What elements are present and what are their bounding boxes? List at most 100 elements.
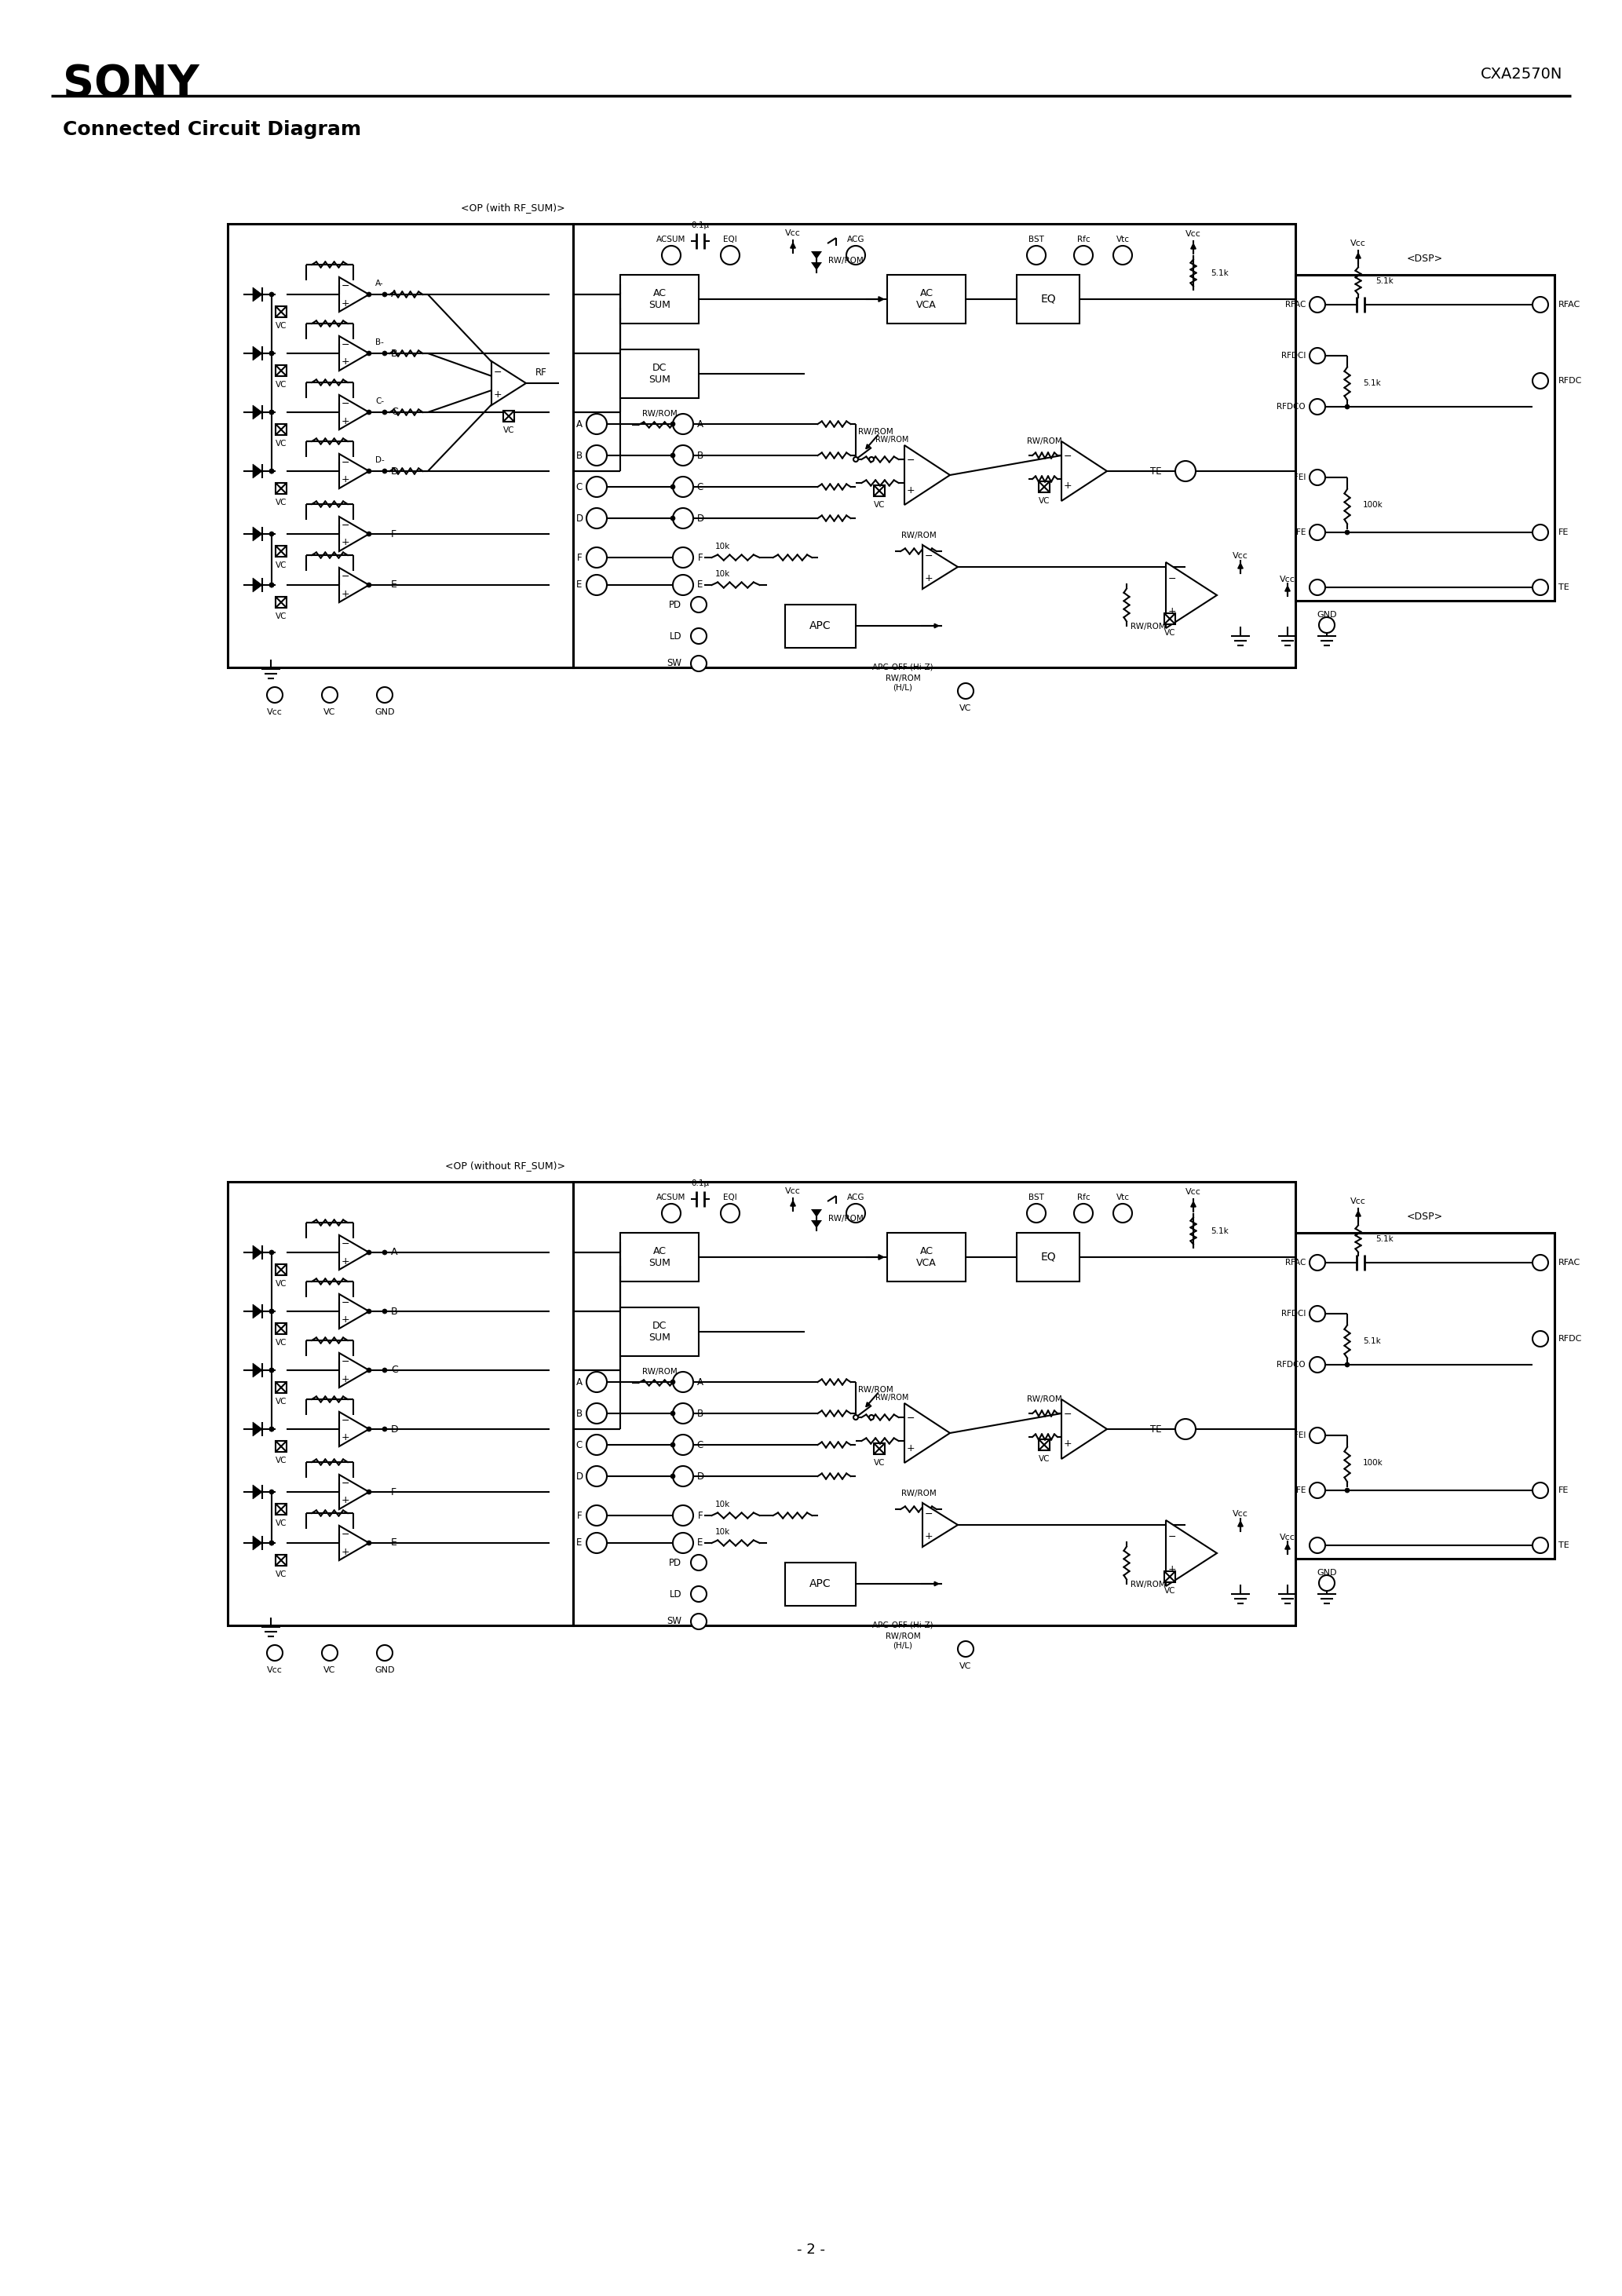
Text: −: −	[341, 340, 350, 349]
Text: FE: FE	[1296, 1486, 1306, 1495]
Text: +: +	[341, 298, 350, 308]
Circle shape	[587, 1435, 607, 1456]
Text: −: −	[1168, 1531, 1176, 1543]
Circle shape	[1309, 1538, 1325, 1552]
Circle shape	[847, 1203, 865, 1221]
Bar	[1296, 276, 1554, 602]
Text: 5.1k: 5.1k	[1210, 269, 1228, 278]
Text: E: E	[697, 1538, 704, 1548]
Polygon shape	[253, 464, 263, 478]
Circle shape	[1533, 579, 1549, 595]
Text: 10k: 10k	[715, 1529, 730, 1536]
Polygon shape	[905, 445, 950, 505]
Polygon shape	[923, 1504, 959, 1548]
Circle shape	[367, 351, 371, 356]
Text: D: D	[391, 1424, 399, 1435]
Text: RW/ROM: RW/ROM	[900, 533, 936, 540]
Circle shape	[691, 1614, 707, 1630]
Text: EQ: EQ	[1040, 294, 1056, 305]
Circle shape	[383, 1309, 388, 1313]
Text: −: −	[341, 1240, 350, 1249]
Circle shape	[1176, 461, 1195, 482]
Text: AC
SUM: AC SUM	[649, 1247, 670, 1267]
Circle shape	[673, 1371, 693, 1391]
Polygon shape	[339, 395, 368, 429]
Circle shape	[1309, 1483, 1325, 1499]
Bar	[1038, 1440, 1049, 1451]
Text: D: D	[391, 466, 399, 475]
Circle shape	[269, 533, 274, 537]
Bar	[276, 546, 287, 556]
Text: Vcc: Vcc	[1233, 551, 1249, 560]
Circle shape	[673, 445, 693, 466]
Text: 10k: 10k	[715, 1502, 730, 1508]
Circle shape	[691, 657, 707, 670]
Text: B: B	[576, 1407, 582, 1419]
Circle shape	[670, 517, 675, 521]
Text: C: C	[576, 482, 582, 491]
Text: A-: A-	[375, 280, 384, 287]
Circle shape	[670, 484, 675, 489]
Bar	[276, 597, 287, 608]
Text: VC: VC	[276, 441, 287, 448]
Text: APC-OFF (Hi-Z): APC-OFF (Hi-Z)	[873, 664, 933, 670]
Circle shape	[367, 533, 371, 537]
Text: F: F	[391, 1488, 396, 1497]
Circle shape	[670, 1474, 675, 1479]
Polygon shape	[1166, 1520, 1216, 1587]
Text: D: D	[576, 512, 582, 523]
Text: 10k: 10k	[715, 569, 730, 579]
Text: A: A	[391, 1247, 397, 1258]
Text: RW/ROM: RW/ROM	[642, 411, 676, 418]
Circle shape	[269, 468, 274, 473]
Circle shape	[367, 1541, 371, 1545]
Text: LD: LD	[670, 631, 681, 641]
Text: VC: VC	[276, 381, 287, 388]
Circle shape	[587, 1403, 607, 1424]
Bar	[620, 276, 699, 324]
Bar	[1165, 613, 1176, 625]
Polygon shape	[339, 1295, 368, 1329]
Circle shape	[367, 583, 371, 588]
Text: GND: GND	[1317, 611, 1337, 618]
Circle shape	[662, 1203, 681, 1221]
Text: B-: B-	[375, 338, 384, 347]
Text: F: F	[697, 553, 702, 563]
Circle shape	[673, 546, 693, 567]
Text: RF: RF	[535, 367, 547, 377]
Bar	[620, 1233, 699, 1281]
Circle shape	[383, 411, 388, 416]
Circle shape	[1309, 471, 1325, 484]
Text: B: B	[391, 349, 397, 358]
Text: C: C	[576, 1440, 582, 1449]
Circle shape	[1533, 523, 1549, 540]
Text: RW/ROM: RW/ROM	[1131, 622, 1165, 631]
Text: FEI: FEI	[1293, 1430, 1306, 1440]
Text: VC: VC	[1165, 1587, 1176, 1596]
Text: RFAC: RFAC	[1285, 1258, 1306, 1267]
Text: FE: FE	[1559, 528, 1568, 537]
Polygon shape	[253, 579, 263, 592]
Circle shape	[691, 1554, 707, 1570]
Text: RW/ROM: RW/ROM	[827, 1215, 863, 1221]
Text: RW/ROM: RW/ROM	[876, 1394, 908, 1401]
Polygon shape	[339, 1235, 368, 1270]
Bar	[1017, 1233, 1080, 1281]
Text: Rfc: Rfc	[1077, 1194, 1090, 1201]
Text: Vcc: Vcc	[1280, 576, 1296, 583]
Polygon shape	[339, 1412, 368, 1446]
Polygon shape	[253, 287, 263, 301]
Circle shape	[720, 1203, 740, 1221]
Text: 5.1k: 5.1k	[1362, 1336, 1380, 1345]
Text: Vcc: Vcc	[1186, 1187, 1202, 1196]
Circle shape	[269, 411, 274, 416]
Text: C: C	[391, 1366, 397, 1375]
Text: VC: VC	[276, 1456, 287, 1465]
Bar	[887, 1233, 965, 1281]
Text: 0.1µ: 0.1µ	[691, 1180, 709, 1187]
Text: GND: GND	[1317, 1568, 1337, 1577]
Text: - 2 -: - 2 -	[796, 2243, 826, 2257]
Circle shape	[269, 1490, 274, 1495]
Polygon shape	[253, 347, 263, 360]
Text: VC: VC	[324, 1667, 336, 1674]
